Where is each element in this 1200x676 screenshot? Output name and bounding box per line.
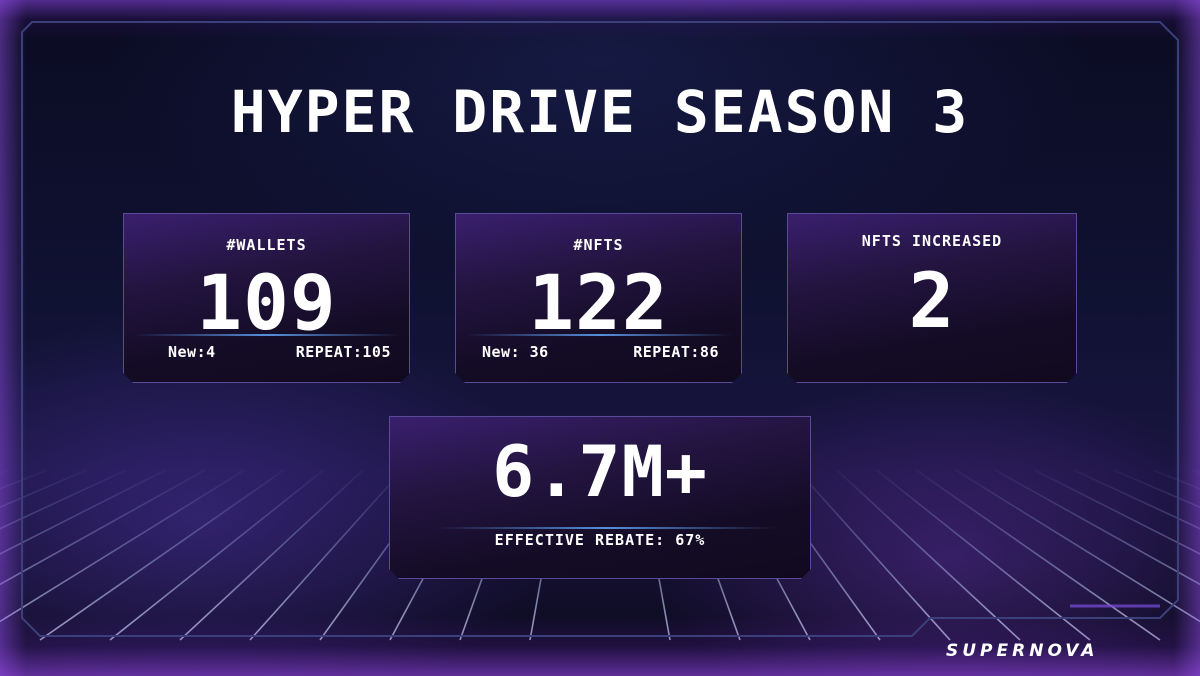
supernova-logo-text: SUPERNOVA [946, 641, 1099, 661]
nfts-increased-label: NFTS INCREASED [861, 232, 1003, 250]
grid-line [836, 469, 1021, 641]
nfts-label: #NFTS [573, 236, 624, 254]
volume-divider [436, 527, 776, 529]
grid-line [915, 469, 1161, 641]
nfts-divider [466, 334, 733, 336]
wallets-card: #WALLETS 109 New:4 REPEAT:105 [123, 213, 410, 383]
nfts-card: #NFTS 122 New: 36 REPEAT:86 [455, 213, 742, 383]
page-title: HYPER DRIVE SEASON 3 [230, 78, 970, 146]
grid-line [796, 469, 951, 641]
nfts-increased-card: NFTS INCREASED 2 [787, 213, 1077, 383]
grid-line [875, 469, 1091, 641]
volume-value: 6.7M+ [492, 431, 708, 513]
grid-line [1033, 469, 1200, 555]
grid-line [0, 469, 206, 586]
grid-line [1073, 469, 1200, 530]
wallets-new: New:4 [168, 343, 216, 361]
grid-line [179, 469, 364, 641]
bottom-glow [0, 616, 1200, 676]
nfts-repeat: REPEAT:86 [633, 343, 719, 361]
grid-line [0, 469, 246, 623]
grid-line [1113, 469, 1200, 509]
grid-line [954, 469, 1200, 623]
grid-line [994, 469, 1200, 586]
supernova-logo: SUPERNOVA [946, 637, 1098, 665]
grid-line [0, 469, 87, 509]
wallets-divider [134, 334, 401, 336]
volume-card: 6.7M+ EFFECTIVE REBATE: 67% [389, 416, 811, 579]
top-glow [0, 0, 1200, 40]
grid-line [249, 469, 404, 641]
wallets-repeat: REPEAT:105 [295, 343, 391, 361]
nfts-new: New: 36 [482, 343, 549, 361]
grid-line [109, 469, 325, 641]
grid-line [0, 469, 127, 530]
grid-line [0, 469, 167, 555]
wallets-value: 109 [196, 258, 337, 347]
wallets-label: #WALLETS [226, 236, 307, 254]
nfts-increased-value: 2 [908, 256, 956, 345]
grid-line [39, 469, 285, 641]
nfts-value: 122 [528, 258, 669, 347]
rebate-text: EFFECTIVE REBATE: 67% [494, 531, 706, 549]
